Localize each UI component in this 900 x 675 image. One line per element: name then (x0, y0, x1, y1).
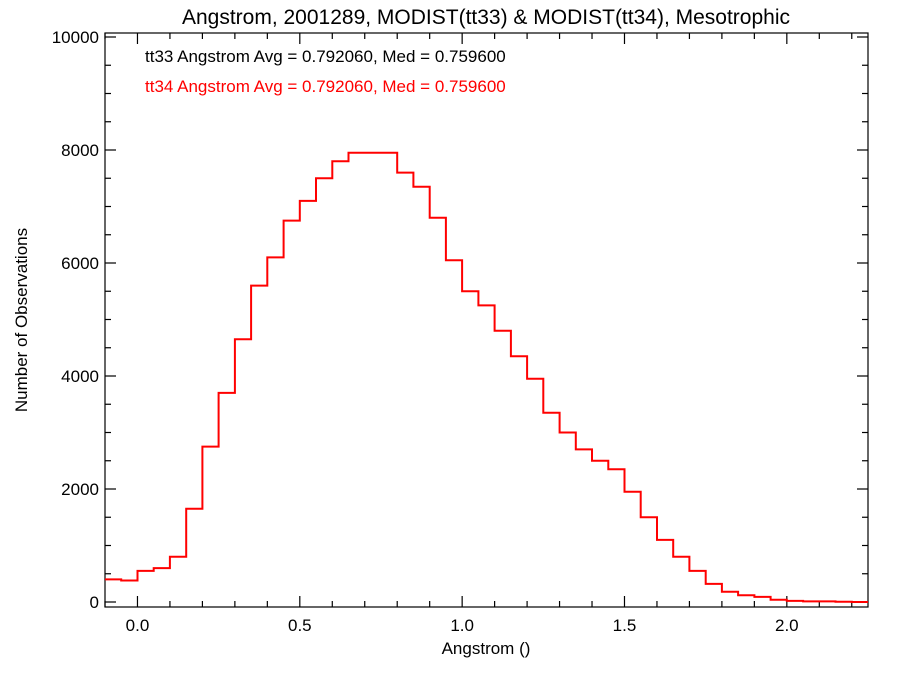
plot-area-frame (104, 32, 869, 608)
y-tick-label: 6000 (61, 254, 99, 273)
y-tick-label: 2000 (61, 480, 99, 499)
y-tick-label: 0 (90, 593, 99, 612)
y-tick-label: 4000 (61, 367, 99, 386)
x-tick-label: 1.5 (613, 616, 637, 635)
legend-text-tt34: tt34 Angstrom Avg = 0.792060, Med = 0.75… (145, 77, 506, 96)
x-tick-label: 1.0 (450, 616, 474, 635)
y-tick-label: 10000 (52, 28, 99, 47)
x-tick-label: 0.0 (126, 616, 150, 635)
x-axis-label: Angstrom () (442, 639, 531, 658)
axis-ticks (104, 33, 868, 607)
axis-tick-labels: 0.0 0.5 1.0 1.5 2.0 0 2000 4000 6000 8000 10000 (52, 28, 799, 635)
series-line-0 (105, 151, 868, 603)
legend-text-tt33: tt33 Angstrom Avg = 0.792060, Med = 0.75… (145, 47, 506, 66)
x-tick-label: 0.5 (288, 616, 312, 635)
y-tick-label: 8000 (61, 141, 99, 160)
y-axis-label: Number of Observations (12, 228, 31, 412)
chart-title: Angstrom, 2001289, MODIST(tt33) & MODIST… (182, 6, 790, 29)
x-tick-label: 2.0 (775, 616, 799, 635)
histogram-series (105, 151, 868, 603)
